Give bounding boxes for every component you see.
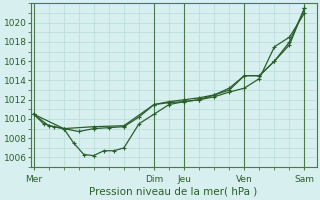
X-axis label: Pression niveau de la mer( hPa ): Pression niveau de la mer( hPa ) xyxy=(90,187,258,197)
